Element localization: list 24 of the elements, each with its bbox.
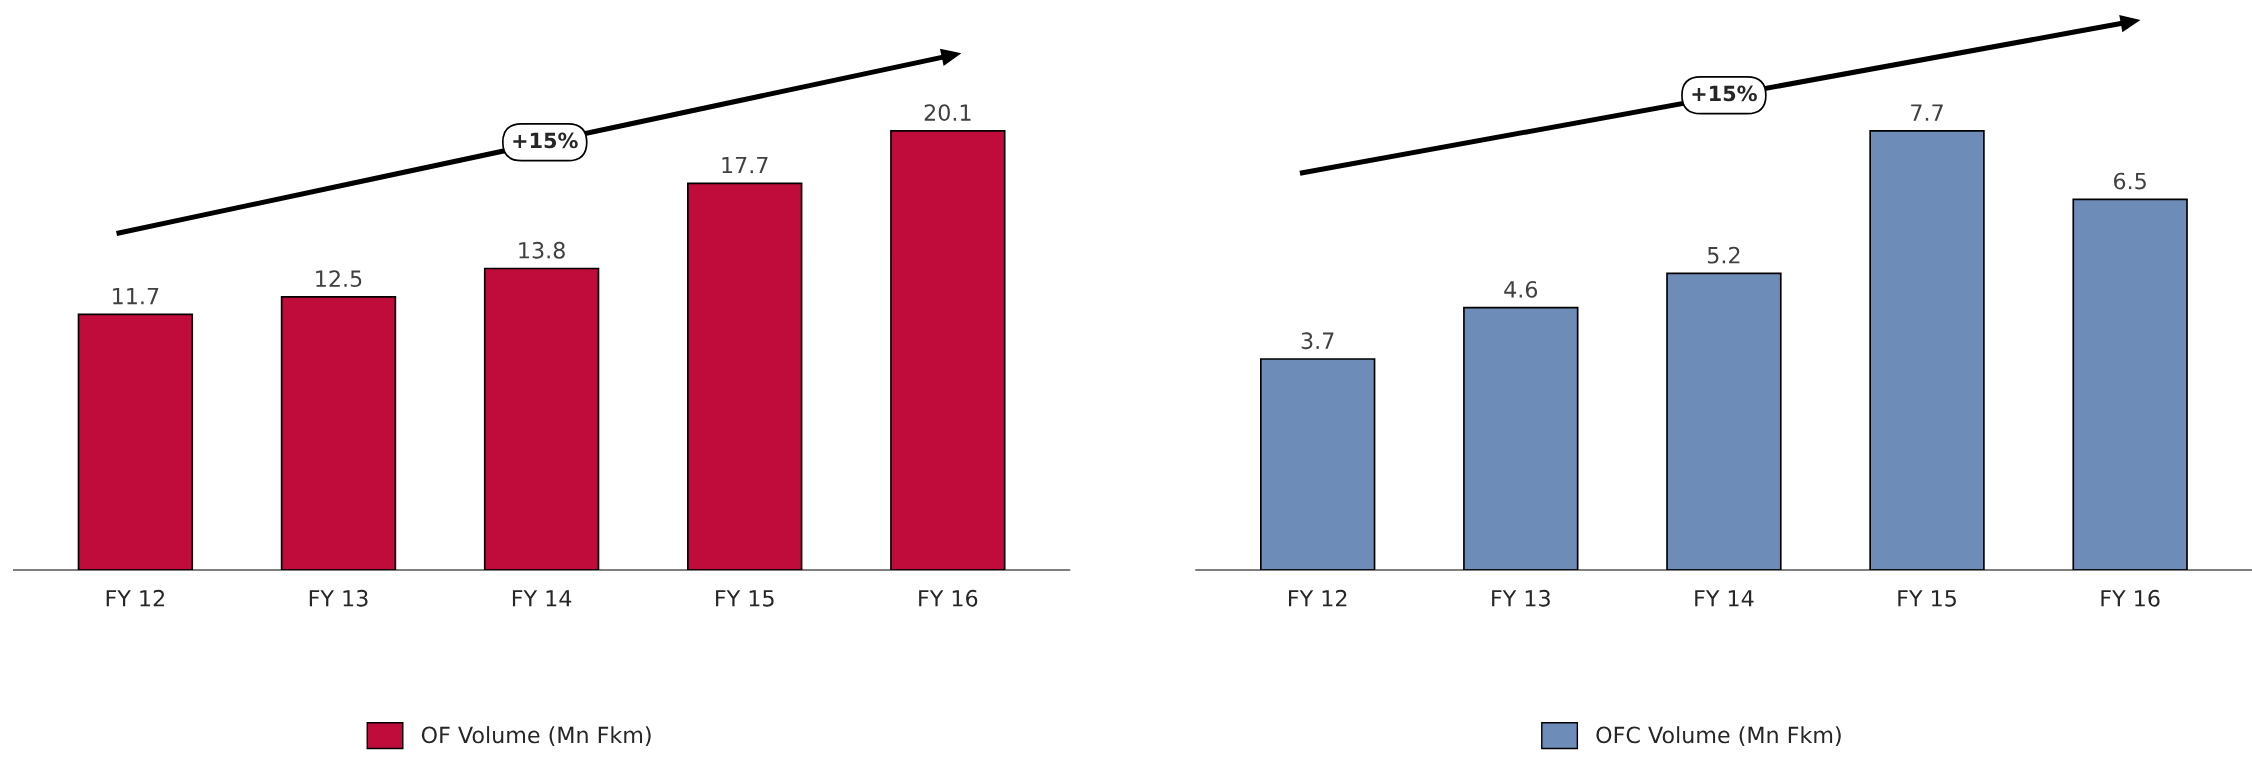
data-label: 5.2 bbox=[1707, 246, 1740, 264]
x-tick-label: FY 15 bbox=[716, 590, 774, 607]
data-label: 17.7 bbox=[722, 156, 768, 174]
data-label: 6.5 bbox=[2114, 172, 2146, 190]
x-tick-label: FY 13 bbox=[309, 589, 368, 607]
text: +15% bbox=[1692, 85, 1757, 102]
legend-label: OFC Volume (Mn Fkm) bbox=[1596, 726, 1841, 746]
annotation: +15% bbox=[513, 132, 578, 149]
x-tick-label: FY 16 bbox=[919, 589, 978, 607]
data-label: 12.5 bbox=[316, 270, 362, 288]
x-tick-label: FY 12 bbox=[1289, 589, 1347, 607]
data-label: 3.7 bbox=[1301, 332, 1334, 350]
data-label: 7.7 bbox=[1911, 104, 1943, 121]
x-tick-label: FY 13 bbox=[1492, 589, 1550, 607]
x-tick-label: FY 16 bbox=[2101, 589, 2160, 607]
legend-label: OF Volume (Mn Fkm) bbox=[421, 726, 651, 746]
x-tick-label: FY 14 bbox=[1695, 590, 1754, 607]
x-tick-label: FY 12 bbox=[106, 589, 164, 607]
x-tick-label: FY 15 bbox=[1898, 590, 1956, 607]
data-label: 11.7 bbox=[113, 288, 159, 305]
data-label: 20.1 bbox=[924, 104, 971, 121]
x-tick-label: FY 14 bbox=[512, 590, 572, 607]
data-label: 13.8 bbox=[519, 241, 565, 259]
data-label: 4.6 bbox=[1504, 280, 1538, 298]
